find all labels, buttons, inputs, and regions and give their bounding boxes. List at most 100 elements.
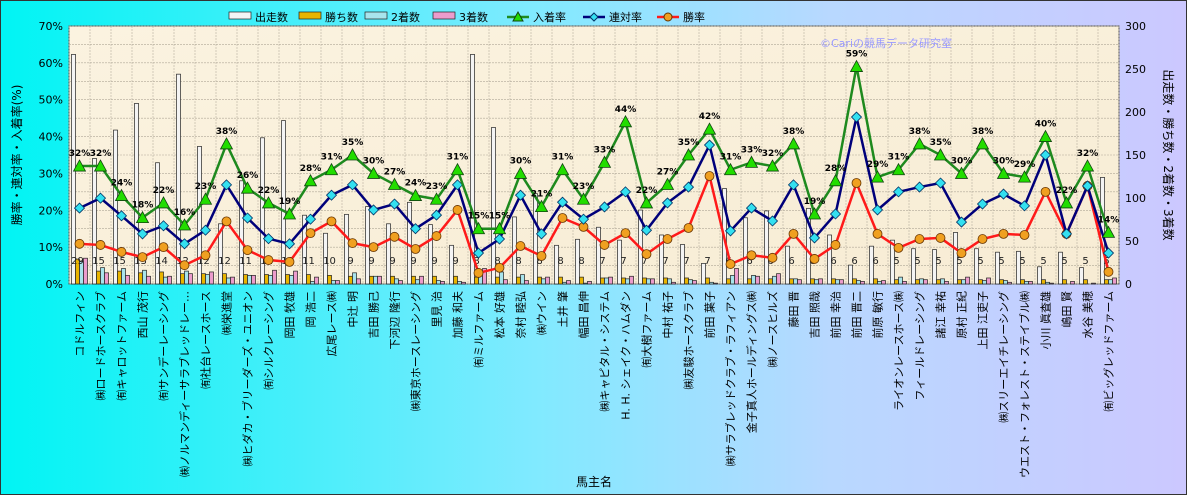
win-rate-point <box>515 241 526 251</box>
placing-rate-point <box>870 170 885 183</box>
category-label: ㈱東京ホースレーシング <box>409 291 423 411</box>
win-rate-point <box>872 228 883 239</box>
bar-wins <box>873 278 878 285</box>
win-rate-point <box>305 228 316 239</box>
bar-second <box>814 279 819 285</box>
bar-wins <box>369 275 374 285</box>
category-label: 前田 葉子 <box>703 291 717 339</box>
bar-second <box>310 281 315 285</box>
placing-rate-point <box>93 159 108 172</box>
rentai-rate-point <box>1102 247 1115 259</box>
placing-rate-point <box>954 166 969 179</box>
category-label: 幅田 昌伸 <box>578 291 591 339</box>
left-tick-label: 70% <box>39 20 63 33</box>
win-rate-point <box>179 260 190 271</box>
bar-runs <box>848 264 853 285</box>
bar-runs <box>575 238 580 285</box>
wins-data-label: 9 <box>410 256 416 267</box>
category-label: 岡 浩二 <box>305 291 318 328</box>
bar-runs <box>554 244 559 285</box>
wins-data-label: 6 <box>851 256 857 267</box>
rentai-rate-point <box>304 213 317 225</box>
category-label: ㈱ノルマンディーサラブレッドレー… <box>178 291 192 477</box>
placing-rate-label: 15% <box>489 212 511 222</box>
bar-third <box>650 278 655 285</box>
rentai-rate-point <box>934 177 947 189</box>
category-label: ㈲ビッグレッドファーム <box>1102 291 1116 412</box>
win-rate-point <box>662 234 673 244</box>
rentai-rate-point <box>829 208 842 220</box>
bar-wins <box>243 274 248 285</box>
category-label: ㈱栄進堂 <box>220 291 234 335</box>
bar-wins <box>726 278 731 285</box>
bar-third <box>1049 282 1054 285</box>
bar-wins <box>348 275 353 285</box>
wins-data-label: 9 <box>347 256 353 267</box>
placing-rate-point <box>702 122 717 135</box>
bar-third <box>545 276 550 285</box>
placing-rate-label: 31% <box>321 153 343 163</box>
placing-rate-label: 29% <box>867 160 889 170</box>
placing-rate-point <box>681 148 696 161</box>
bar-wins <box>621 277 626 285</box>
category-label: ㈱ノースヒルズ <box>766 291 780 367</box>
win-rate-point <box>788 228 799 239</box>
bar-runs <box>932 249 937 285</box>
bar-runs <box>386 223 391 285</box>
bar-third <box>986 277 991 285</box>
bar-wins <box>201 273 206 285</box>
win-rate-point <box>914 234 925 244</box>
left-tick-label: 10% <box>39 241 63 254</box>
rentai-rate-point <box>136 228 149 240</box>
bar-wins <box>264 274 269 285</box>
bar-second <box>583 282 588 285</box>
bar-second <box>268 275 273 285</box>
bar-second <box>163 276 168 285</box>
placing-rate-point <box>933 148 948 161</box>
placing-rate-point <box>1080 159 1095 172</box>
wins-data-label: 8 <box>536 256 542 267</box>
bar-third <box>965 276 970 285</box>
placing-rate-label: 26% <box>237 171 259 181</box>
win-rate-point <box>242 245 253 255</box>
right-tick-label: 250 <box>1125 63 1146 76</box>
bar-third <box>272 269 277 285</box>
placing-rate-label: 22% <box>258 186 280 196</box>
left-tick-label: 60% <box>39 57 63 70</box>
win-rate-point <box>935 233 946 243</box>
legend-label: 勝ち数 <box>325 10 358 24</box>
bar-wins <box>474 276 479 285</box>
placing-rate-point <box>723 162 738 176</box>
legend-label: 連対率 <box>609 10 642 24</box>
win-rate-point <box>221 216 232 227</box>
bar-runs <box>890 239 895 285</box>
rentai-rate-point <box>598 201 611 213</box>
bar-third <box>377 275 382 285</box>
bar-third <box>335 280 340 285</box>
placing-rate-point <box>345 148 360 161</box>
bar-second <box>982 280 987 285</box>
category-label: ㈲シルクレーシング <box>262 291 276 390</box>
placing-rate-label: 24% <box>405 179 427 189</box>
placing-rate-label: 42% <box>699 112 721 122</box>
rentai-rate-point <box>1081 180 1094 192</box>
category-label: 土井 肇 <box>556 291 570 328</box>
legend-swatch <box>432 11 456 20</box>
rentai-rate-point <box>1060 228 1073 240</box>
bar-wins <box>957 279 962 285</box>
bar-wins <box>537 276 542 285</box>
bar-runs <box>680 244 685 285</box>
wins-data-label: 8 <box>473 256 479 267</box>
bar-second <box>751 275 756 285</box>
bar-third <box>608 276 613 285</box>
placing-rate-label: 33% <box>594 145 616 155</box>
placing-rate-point <box>534 199 549 213</box>
bar-wins <box>453 275 458 285</box>
bar-wins <box>1062 279 1067 285</box>
bar-second <box>352 272 357 285</box>
bar-runs <box>155 162 160 285</box>
placing-rate-point <box>786 137 801 150</box>
placing-rate-point <box>996 166 1011 179</box>
placing-rate-label: 35% <box>342 138 364 148</box>
